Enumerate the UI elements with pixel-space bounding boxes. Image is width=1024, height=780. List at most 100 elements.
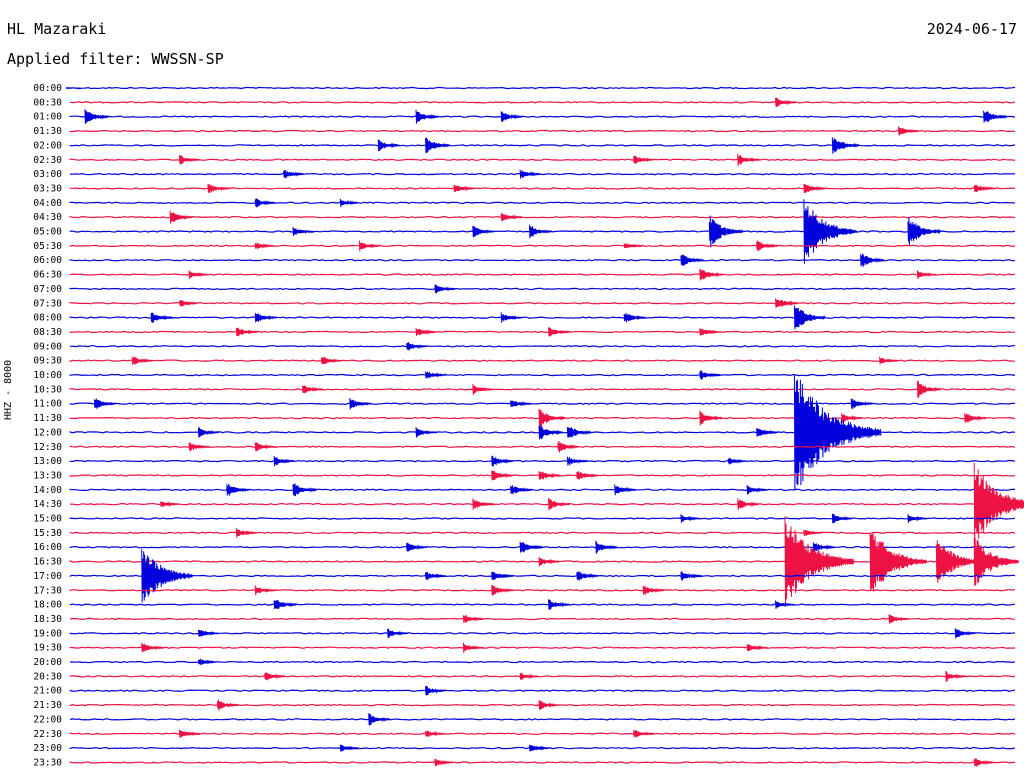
event-wavelet bbox=[860, 253, 885, 267]
event-wavelet bbox=[756, 428, 779, 437]
trace-line bbox=[69, 158, 1016, 161]
event-wavelet bbox=[954, 628, 977, 639]
trace-line bbox=[70, 660, 1016, 664]
event-wavelet bbox=[566, 427, 592, 438]
time-label: 10:00 bbox=[33, 370, 62, 381]
event-wavelet bbox=[538, 408, 566, 428]
event-wavelet bbox=[434, 758, 454, 767]
event-wavelet bbox=[983, 110, 1008, 123]
event-wavelet bbox=[538, 471, 561, 480]
time-label: 06:00 bbox=[33, 255, 62, 266]
trace-line bbox=[69, 646, 1016, 649]
event-wavelet bbox=[538, 425, 563, 440]
event-wavelet bbox=[803, 199, 857, 264]
filter-line: Applied filter: WWSSN-SP bbox=[7, 50, 224, 68]
event-wavelet bbox=[415, 109, 439, 124]
event-wavelet bbox=[756, 240, 779, 252]
time-label: 16:00 bbox=[33, 542, 62, 553]
event-wavelet bbox=[538, 700, 560, 710]
event-wavelet bbox=[898, 126, 920, 136]
event-wavelet bbox=[510, 485, 533, 495]
event-wavelet bbox=[254, 198, 277, 208]
event-wavelet bbox=[254, 242, 275, 249]
time-label: 01:00 bbox=[33, 112, 62, 123]
time-label: 17:30 bbox=[33, 585, 62, 596]
time-label: 04:00 bbox=[33, 198, 62, 209]
time-label: 15:30 bbox=[33, 528, 62, 539]
event-wavelet bbox=[907, 514, 927, 523]
event-wavelet bbox=[803, 183, 826, 194]
time-label: 19:30 bbox=[33, 643, 62, 654]
time-label: 22:30 bbox=[33, 729, 62, 740]
event-wavelet bbox=[84, 109, 109, 125]
event-wavelet bbox=[576, 471, 599, 480]
trace-line bbox=[69, 459, 1016, 463]
event-wavelet bbox=[500, 111, 524, 122]
trace-line bbox=[69, 402, 1016, 405]
trace-line bbox=[69, 345, 1015, 348]
trace-line bbox=[69, 244, 1016, 248]
event-wavelet bbox=[708, 215, 744, 248]
event-wavelet bbox=[879, 356, 899, 365]
event-wavelet bbox=[869, 531, 928, 592]
event-wavelet bbox=[188, 270, 208, 279]
time-label: 00:30 bbox=[33, 97, 62, 108]
event-wavelet bbox=[415, 427, 437, 438]
trace-line bbox=[69, 617, 1015, 621]
trace-line bbox=[69, 373, 1016, 377]
event-wavelet bbox=[425, 685, 447, 696]
event-wavelet bbox=[358, 240, 381, 252]
event-wavelet bbox=[935, 540, 982, 584]
event-wavelet bbox=[812, 542, 836, 553]
event-wavelet bbox=[254, 442, 276, 452]
event-wavelet bbox=[888, 614, 910, 624]
event-wavelet bbox=[784, 516, 854, 607]
event-wavelet bbox=[576, 571, 599, 581]
event-wavelet bbox=[746, 644, 768, 652]
trace-line bbox=[69, 330, 1016, 334]
trace-line bbox=[69, 445, 1016, 448]
time-label: 06:30 bbox=[33, 270, 62, 281]
event-wavelet bbox=[273, 600, 298, 609]
event-wavelet bbox=[699, 268, 723, 281]
event-wavelet bbox=[320, 357, 343, 365]
time-label: 01:30 bbox=[33, 126, 62, 137]
event-wavelet bbox=[235, 527, 258, 538]
event-wavelet bbox=[462, 642, 485, 653]
trace-line bbox=[69, 732, 1016, 735]
time-label: 18:30 bbox=[33, 614, 62, 625]
trace-line bbox=[69, 287, 1016, 291]
time-label: 12:00 bbox=[33, 427, 62, 438]
time-label: 14:00 bbox=[33, 485, 62, 496]
time-label: 23:00 bbox=[33, 743, 62, 754]
event-wavelet bbox=[633, 155, 655, 164]
event-wavelet bbox=[93, 398, 117, 409]
time-label: 13:00 bbox=[33, 456, 62, 467]
time-label: 16:30 bbox=[33, 557, 62, 568]
event-wavelet bbox=[566, 456, 589, 466]
trace-line bbox=[69, 115, 1016, 118]
event-wavelet bbox=[737, 498, 760, 511]
event-wavelet bbox=[141, 643, 164, 653]
trace-line bbox=[69, 531, 1016, 535]
event-wavelet bbox=[292, 483, 317, 497]
event-wavelet bbox=[226, 483, 250, 496]
trace-line bbox=[69, 632, 1016, 635]
event-wavelet bbox=[406, 542, 428, 552]
time-label: 09:30 bbox=[33, 356, 62, 367]
time-label: 10:30 bbox=[33, 384, 62, 395]
event-wavelet bbox=[548, 327, 571, 337]
event-wavelet bbox=[491, 470, 514, 481]
event-wavelet bbox=[406, 342, 428, 351]
trace-line bbox=[69, 574, 1016, 578]
event-wavelet bbox=[727, 457, 748, 465]
event-wavelet bbox=[425, 137, 451, 154]
event-wavelet bbox=[793, 373, 882, 491]
time-label: 02:30 bbox=[33, 155, 62, 166]
trace-line bbox=[69, 718, 1016, 721]
event-wavelet bbox=[131, 356, 154, 365]
time-label: 02:00 bbox=[33, 140, 62, 151]
filter-label: Applied filter: bbox=[7, 50, 143, 68]
event-wavelet bbox=[302, 385, 324, 394]
